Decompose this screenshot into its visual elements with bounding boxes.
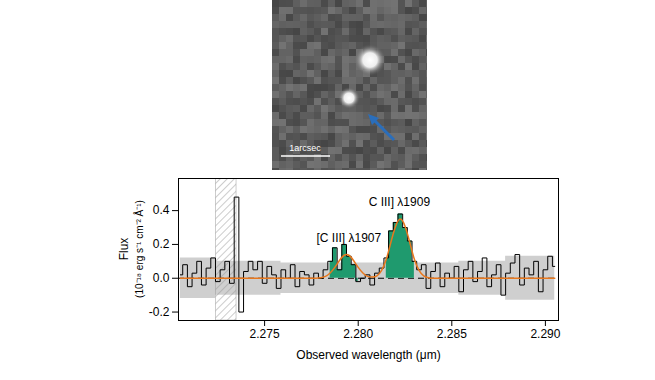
svg-text:Observed wavelength (μm): Observed wavelength (μm) [296,348,440,362]
svg-text:2.290: 2.290 [530,327,560,341]
svg-text:C III] λ1909: C III] λ1909 [369,195,431,209]
svg-text:1arcsec: 1arcsec [289,143,321,153]
svg-text:Flux: Flux [117,238,131,261]
svg-text:[C III] λ1907: [C III] λ1907 [316,231,381,245]
svg-text:0.4: 0.4 [153,203,170,217]
svg-text:(10⁻¹⁸ erg s⁻¹ cm⁻² Å⁻¹): (10⁻¹⁸ erg s⁻¹ cm⁻² Å⁻¹) [133,200,145,298]
svg-text:0.2: 0.2 [153,237,170,251]
svg-text:2.285: 2.285 [437,327,467,341]
svg-text:-0.2: -0.2 [149,305,170,319]
svg-text:2.280: 2.280 [343,327,373,341]
svg-text:2.275: 2.275 [250,327,280,341]
svg-text:0.0: 0.0 [153,271,170,285]
